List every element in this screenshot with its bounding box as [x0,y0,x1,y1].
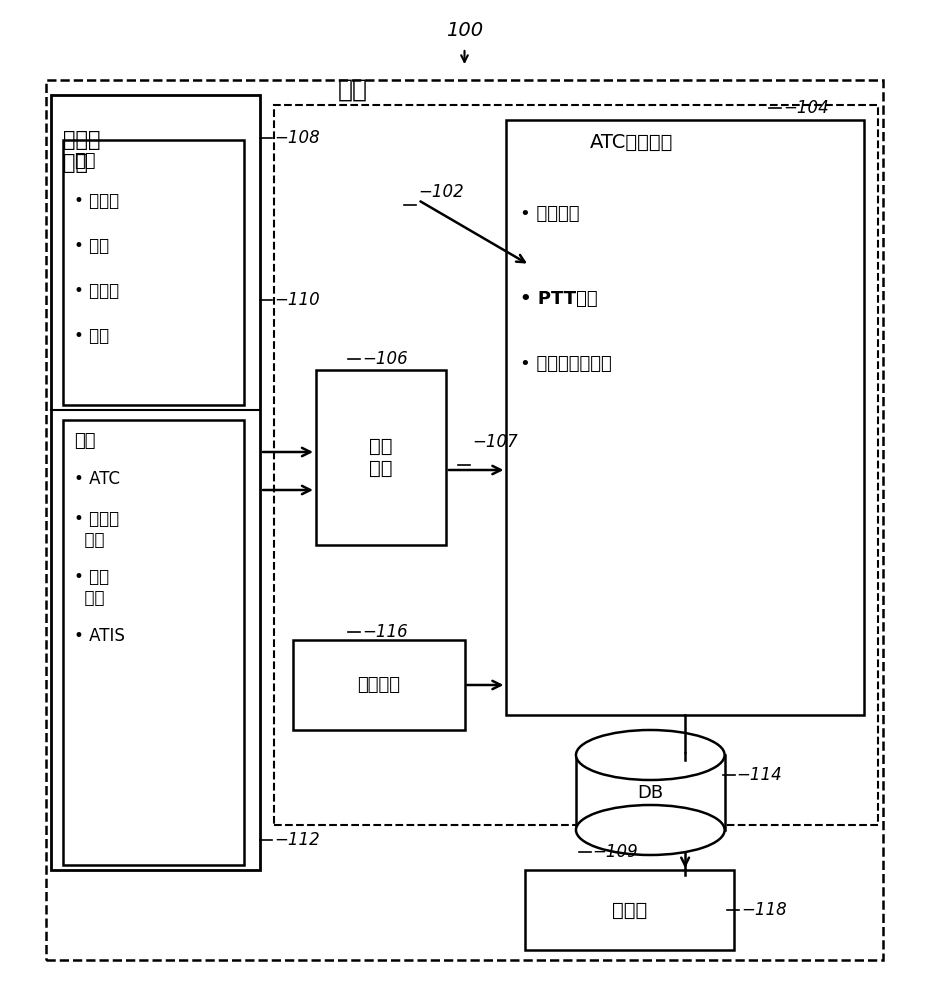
Text: −109: −109 [592,843,638,861]
Text: 100: 100 [445,20,483,39]
Text: • PTT识别: • PTT识别 [520,290,598,308]
Text: 机载: 机载 [74,152,96,170]
Bar [51,95,260,870]
Bar [292,640,464,730]
Text: • 摩尔斯
  电码: • 摩尔斯 电码 [74,510,120,549]
Text: 后处理: 后处理 [612,900,646,920]
Bar [506,120,863,715]
Text: • 传输缓冲区内容: • 传输缓冲区内容 [520,355,612,373]
Text: • 语音: • 语音 [74,237,110,255]
Text: • 警报: • 警报 [74,327,110,345]
Text: • 对讲机: • 对讲机 [74,282,120,300]
Text: • ATIS: • ATIS [74,627,125,645]
Text: • ATC: • ATC [74,470,121,488]
Text: −116: −116 [362,623,407,641]
Bar [46,80,882,960]
Text: 用户界面: 用户界面 [356,676,400,694]
Text: 音频输
入源: 音频输 入源 [63,130,100,173]
Text: −102: −102 [418,183,463,201]
Text: −104: −104 [782,99,828,117]
Bar [63,140,244,405]
Text: −118: −118 [741,901,786,919]
Text: ATC转录模块: ATC转录模块 [589,132,673,151]
Bar [274,105,877,825]
Text: −110: −110 [274,291,319,309]
Text: −114: −114 [736,766,781,784]
Text: −112: −112 [274,831,319,849]
Text: • 音频处理: • 音频处理 [520,205,579,223]
Bar [316,370,445,545]
Text: −106: −106 [362,350,407,368]
Text: 平台: 平台 [338,78,367,102]
Text: • 扬声器: • 扬声器 [74,192,120,210]
Bar [575,755,724,830]
Text: 音频
面板: 音频 面板 [368,437,393,478]
Bar [63,420,244,865]
Text: −107: −107 [471,433,517,451]
Ellipse shape [575,730,724,780]
Bar [524,870,733,950]
Text: −108: −108 [274,129,319,147]
Text: DB: DB [637,784,663,802]
Text: 外部: 外部 [74,432,96,450]
Text: • 相邻
  交通: • 相邻 交通 [74,568,110,607]
Ellipse shape [575,805,724,855]
